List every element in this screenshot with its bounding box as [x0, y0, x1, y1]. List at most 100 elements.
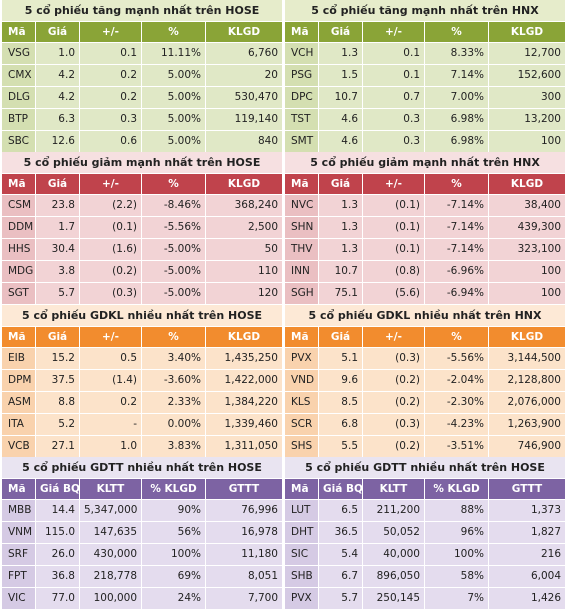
cell-change: - [80, 414, 142, 435]
panel-title: 5 cổ phiếu tăng mạnh nhất trên HNX [285, 0, 565, 21]
cell-change: 211,200 [363, 500, 425, 521]
cell-percent: 69% [142, 566, 206, 587]
cell-volume: 100 [540, 135, 561, 147]
cell-price: 23.8 [36, 195, 80, 216]
cell-price: 10.7 [319, 87, 363, 108]
cell-ticker: VSG [2, 43, 36, 64]
cell-ticker: CMX [2, 65, 36, 86]
table-row: THV 1.3 (0.1) -7.14% 323,100 [285, 238, 565, 260]
cell-volume: 38,400 [524, 199, 561, 211]
cell-volume: 16,978 [241, 526, 278, 538]
table-row: SMT 4.6 0.3 6.98% 100 [285, 130, 565, 152]
header-ticker: Mã [2, 479, 36, 499]
cell-change: 147,635 [80, 522, 142, 543]
cell-percent: -7.14% [425, 195, 489, 216]
cell-ticker: INN [285, 261, 319, 282]
cell-percent: -3.60% [142, 370, 206, 391]
cell-ticker: SBC [2, 131, 36, 152]
cell-volume: 1,263,900 [507, 418, 561, 430]
header-ticker: Mã [285, 327, 319, 347]
table-row: VSG 1.0 0.1 11.11% 6,760 [2, 42, 282, 64]
cell-price: 6.3 [36, 109, 80, 130]
table-row: MDG 3.8 (0.2) -5.00% 110 [2, 260, 282, 282]
cell-volume: 439,300 [517, 221, 561, 233]
cell-ticker: DLG [2, 87, 36, 108]
cell-percent: 7% [425, 588, 489, 609]
cell-ticker: ASM [2, 392, 36, 413]
cell-ticker: DDM [2, 217, 36, 238]
header-percent: % [142, 327, 206, 347]
cell-volume: 216 [540, 548, 561, 560]
cell-change: 218,778 [80, 566, 142, 587]
cell-price: 1.5 [319, 65, 363, 86]
cell-volume: 1,384,220 [224, 396, 278, 408]
table-row: DLG 4.2 0.2 5.00% 530,470 [2, 86, 282, 108]
cell-ticker: SGH [285, 283, 319, 304]
cell-price: 5.4 [319, 544, 363, 565]
cell-percent: -6.96% [425, 261, 489, 282]
cell-price: 6.7 [319, 566, 363, 587]
cell-price: 77.0 [36, 588, 80, 609]
table-header: Mã Giá +/-% KLGD [2, 326, 282, 347]
cell-change: (1.6) [80, 239, 142, 260]
cell-price: 5.7 [36, 283, 80, 304]
cell-change: (5.6) [363, 283, 425, 304]
cell-change: (0.1) [363, 217, 425, 238]
cell-percent: 11.11% [142, 43, 206, 64]
cell-price: 8.8 [36, 392, 80, 413]
header-volume: KLGD [227, 178, 261, 190]
cell-change: (0.3) [80, 283, 142, 304]
header-price: Giá [319, 22, 363, 42]
cell-change: 1.0 [80, 436, 142, 457]
table-row: KLS 8.5 (0.2) -2.30% 2,076,000 [285, 391, 565, 413]
cell-change: (0.1) [363, 239, 425, 260]
header-change: KLTT [80, 479, 142, 499]
table-row: INN 10.7 (0.8) -6.96% 100 [285, 260, 565, 282]
cell-volume: 119,140 [234, 113, 278, 125]
header-percent: % [425, 327, 489, 347]
table-row: FPT 36.8 218,778 69% 8,051 [2, 565, 282, 587]
panel-title: 5 cổ phiếu giảm mạnh nhất trên HNX [285, 152, 565, 173]
cell-percent: 96% [425, 522, 489, 543]
table-header: Mã Giá BQ KLTT% KLGD GTTT [285, 478, 565, 499]
table-row: DHT 36.5 50,052 96% 1,827 [285, 521, 565, 543]
cell-price: 14.4 [36, 500, 80, 521]
cell-percent: 7.00% [425, 87, 489, 108]
cell-ticker: MDG [2, 261, 36, 282]
header-ticker: Mã [285, 22, 319, 42]
header-percent: % [142, 22, 206, 42]
header-price: Giá BQ [36, 479, 80, 499]
cell-change: 250,145 [363, 588, 425, 609]
cell-volume: 368,240 [234, 199, 278, 211]
cell-change: (0.2) [363, 392, 425, 413]
cell-change: (0.1) [363, 195, 425, 216]
cell-price: 9.6 [319, 370, 363, 391]
cell-percent: 5.00% [142, 131, 206, 152]
cell-change: 5,347,000 [80, 500, 142, 521]
cell-ticker: PVX [285, 588, 319, 609]
cell-change: 0.2 [80, 65, 142, 86]
cell-price: 3.8 [36, 261, 80, 282]
cell-volume: 530,470 [234, 91, 278, 103]
cell-change: (0.3) [363, 414, 425, 435]
cell-percent: 24% [142, 588, 206, 609]
cell-percent: -3.51% [425, 436, 489, 457]
cell-price: 1.7 [36, 217, 80, 238]
cell-change: 896,050 [363, 566, 425, 587]
cell-volume: 11,180 [241, 548, 278, 560]
cell-percent: 88% [425, 500, 489, 521]
cell-price: 30.4 [36, 239, 80, 260]
cell-volume: 1,339,460 [224, 418, 278, 430]
table-row: MBB 14.4 5,347,000 90% 76,996 [2, 499, 282, 521]
table-row: VNM 115.0 147,635 56% 16,978 [2, 521, 282, 543]
header-volume: KLGD [227, 26, 261, 38]
panel-title: 5 cổ phiếu GDTT nhiều nhất trên HOSE [285, 457, 565, 478]
cell-percent: 6.98% [425, 109, 489, 130]
cell-volume: 100 [540, 287, 561, 299]
header-price: Giá [36, 174, 80, 194]
cell-ticker: MBB [2, 500, 36, 521]
panel-hose-top-gainers: 5 cổ phiếu tăng mạnh nhất trên HOSE Mã Giá… [2, 0, 282, 152]
cell-percent: 5.00% [142, 87, 206, 108]
cell-price: 8.5 [319, 392, 363, 413]
cell-change: 0.3 [363, 131, 425, 152]
